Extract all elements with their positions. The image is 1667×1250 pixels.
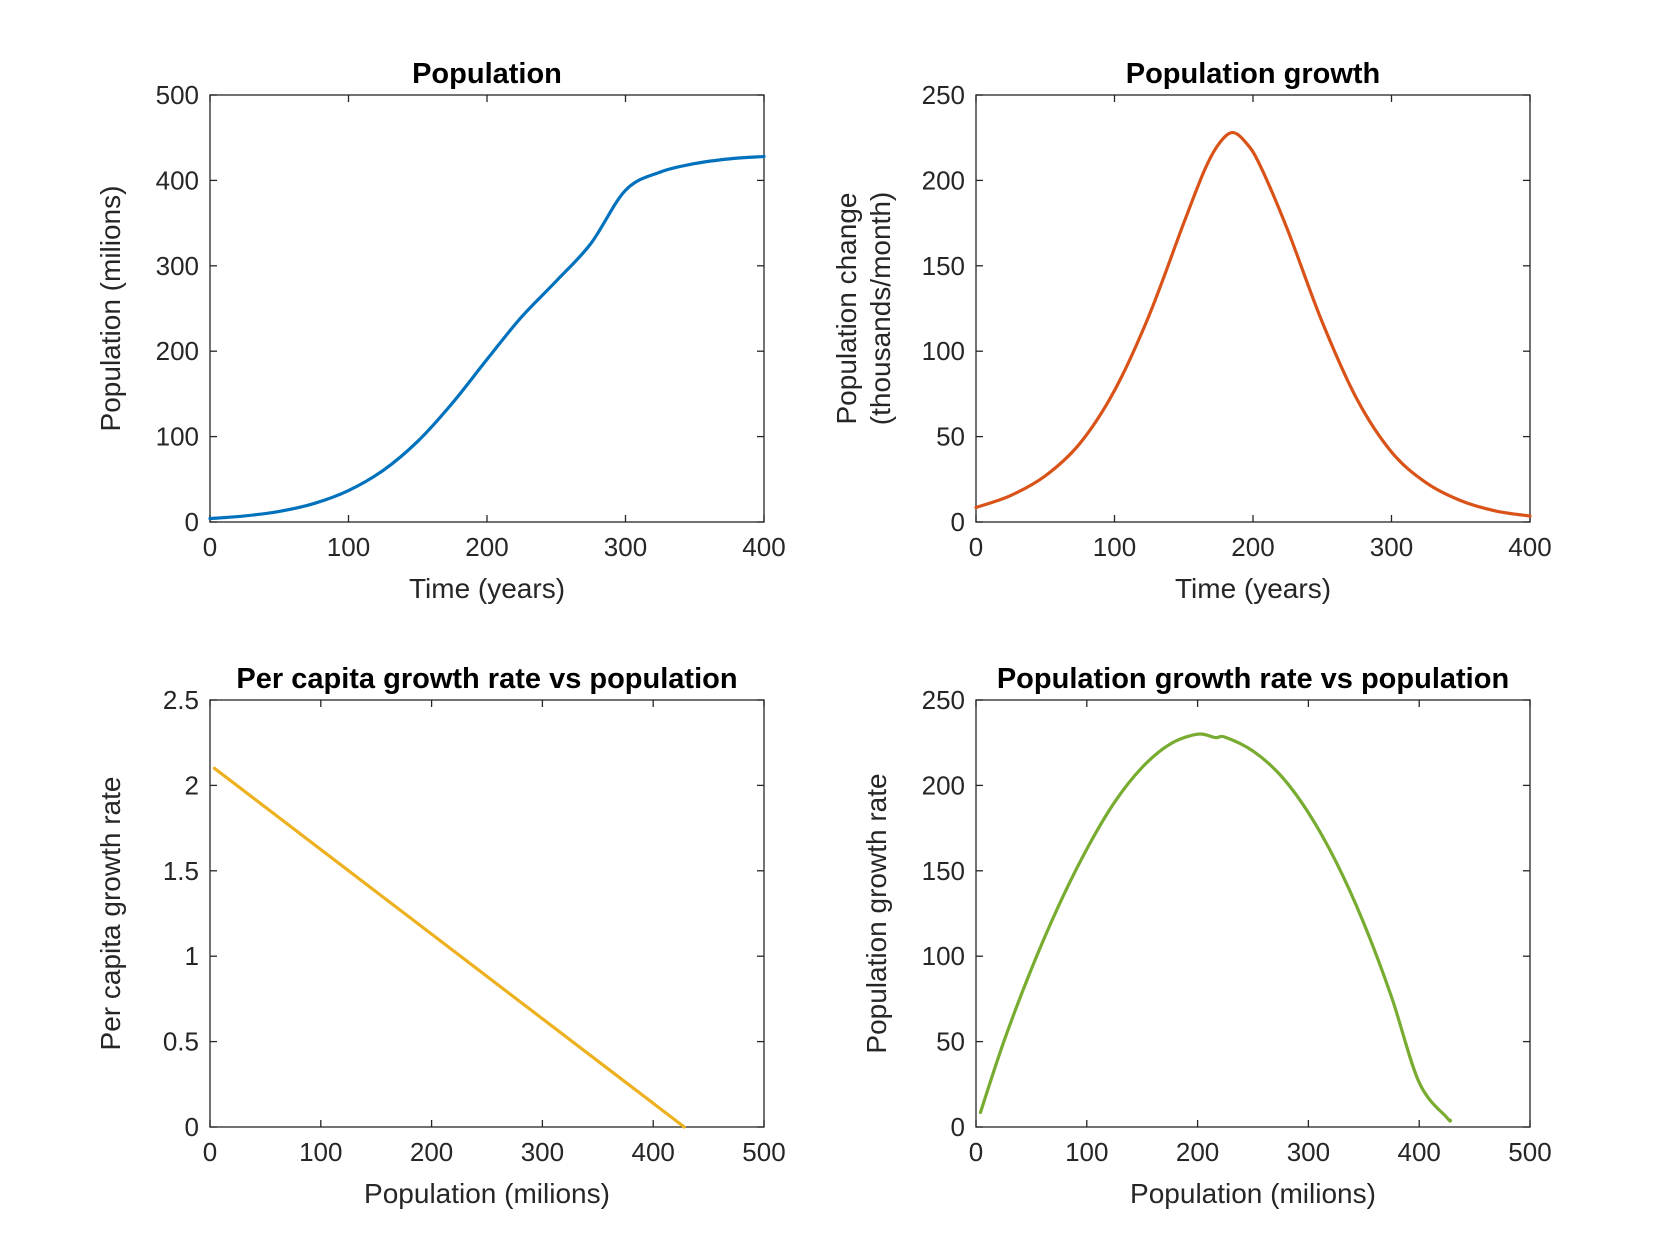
chart-title: Population growth rate vs population xyxy=(997,663,1509,695)
x-tick-label: 500 xyxy=(742,1137,785,1167)
y-tick-label: 2 xyxy=(185,770,199,800)
y-axis-label: Population (milions) xyxy=(95,186,126,432)
x-tick-label: 400 xyxy=(742,532,785,562)
y-tick-label: 100 xyxy=(156,422,199,452)
x-tick-label: 100 xyxy=(1065,1137,1108,1167)
y-tick-label: 50 xyxy=(936,422,965,452)
x-tick-label: 300 xyxy=(1287,1137,1330,1167)
x-tick-label: 200 xyxy=(1176,1137,1219,1167)
y-tick-label: 200 xyxy=(922,165,965,195)
y-tick-label: 2.5 xyxy=(163,685,199,715)
y-tick-label: 0 xyxy=(185,507,199,537)
x-axis-label: Time (years) xyxy=(1175,573,1331,604)
y-tick-label: 300 xyxy=(156,251,199,281)
y-tick-label: 250 xyxy=(922,80,965,110)
series-line-4 xyxy=(978,732,1452,1123)
x-tick-label: 300 xyxy=(1370,532,1413,562)
y-axis-label: Population change xyxy=(831,193,862,425)
y-tick-label: 0 xyxy=(951,507,965,537)
y-tick-label: 150 xyxy=(922,856,965,886)
x-tick-label: 0 xyxy=(969,532,983,562)
y-tick-label: 0.5 xyxy=(163,1027,199,1057)
chart-panel-2: 0 100 200 300 400 0 50 100 150 200 250 Population g… xyxy=(831,58,1552,604)
x-tick-label: 0 xyxy=(203,532,217,562)
x-tick-label: 200 xyxy=(1231,532,1274,562)
chart-panel-1: 0 100 200 300 400 0 100 200 300 400 500 Population T… xyxy=(95,58,786,604)
y-axis-label: Population growth rate xyxy=(861,773,892,1053)
series-line-3 xyxy=(212,766,686,1129)
x-axis-label: Time (years) xyxy=(409,573,565,604)
x-tick-label: 400 xyxy=(1398,1137,1441,1167)
plot-area-3 xyxy=(209,699,765,1128)
chart-title: Population growth xyxy=(1126,58,1381,90)
x-tick-label: 300 xyxy=(604,532,647,562)
x-axis-label: Population (milions) xyxy=(1130,1178,1376,1209)
series-line-1 xyxy=(208,154,766,521)
x-axis-label: Population (milions) xyxy=(364,1178,610,1209)
x-tick-label: 100 xyxy=(299,1137,342,1167)
chart-panel-3: 0 100 200 300 400 500 0 0.5 1 1.5 2 2.5 Per capita g… xyxy=(95,663,786,1209)
y-tick-label: 0 xyxy=(185,1112,199,1142)
y-tick-label: 400 xyxy=(156,165,199,195)
x-tick-label: 100 xyxy=(327,532,370,562)
y-tick-label: 250 xyxy=(922,685,965,715)
x-tick-label: 500 xyxy=(1508,1137,1551,1167)
x-tick-label: 400 xyxy=(632,1137,675,1167)
y-tick-label: 0 xyxy=(951,1112,965,1142)
plot-area-1 xyxy=(209,94,765,523)
x-tick-label: 400 xyxy=(1508,532,1551,562)
y-axis-label: (thousands/month) xyxy=(865,192,896,425)
chart-title: Population xyxy=(412,58,562,90)
y-tick-label: 150 xyxy=(922,251,965,281)
x-tick-label: 200 xyxy=(410,1137,453,1167)
y-tick-label: 50 xyxy=(936,1027,965,1057)
plot-area-4 xyxy=(975,699,1531,1128)
y-axis-label: Per capita growth rate xyxy=(95,777,126,1051)
x-tick-label: 300 xyxy=(521,1137,564,1167)
chart-title: Per capita growth rate vs population xyxy=(236,663,737,695)
y-tick-label: 100 xyxy=(922,336,965,366)
y-tick-label: 200 xyxy=(156,336,199,366)
x-tick-label: 0 xyxy=(969,1137,983,1167)
y-tick-label: 100 xyxy=(922,941,965,971)
plot-area-2 xyxy=(975,94,1531,523)
chart-panel-4: 0 100 200 300 400 500 0 50 100 150 200 250 Populatio… xyxy=(861,663,1552,1209)
y-tick-label: 500 xyxy=(156,80,199,110)
x-tick-label: 200 xyxy=(465,532,508,562)
y-tick-label: 1 xyxy=(185,941,199,971)
x-tick-label: 0 xyxy=(203,1137,217,1167)
y-tick-label: 1.5 xyxy=(163,856,199,886)
series-line-2 xyxy=(974,130,1532,518)
y-tick-label: 200 xyxy=(922,770,965,800)
x-tick-label: 100 xyxy=(1093,532,1136,562)
